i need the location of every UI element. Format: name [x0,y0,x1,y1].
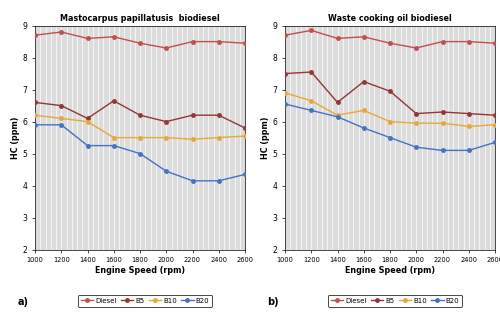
B10 [492,123,498,127]
B5 [242,126,248,130]
B5 [282,72,288,76]
Text: a): a) [18,297,28,308]
B20 [413,145,419,149]
Diesel [308,28,314,32]
B20 [137,152,143,156]
Diesel [111,35,117,39]
Diesel [492,41,498,45]
B20 [32,123,38,127]
B10 [32,113,38,117]
B5 [334,100,340,104]
B5 [84,116,90,120]
Text: b): b) [268,297,279,308]
B20 [111,144,117,148]
Line: B20: B20 [34,123,246,182]
Diesel [387,41,393,45]
B5 [216,113,222,117]
Diesel [440,40,446,44]
Line: B20: B20 [284,102,496,152]
B20 [190,179,196,183]
B5 [58,104,64,108]
Diesel [137,41,143,45]
B10 [190,137,196,141]
B20 [163,169,169,173]
Diesel [32,33,38,37]
B20 [84,144,90,148]
Legend: Diesel, B5, B10, B20: Diesel, B5, B10, B20 [328,295,462,307]
Diesel [84,36,90,40]
Y-axis label: HC (ppm): HC (ppm) [260,116,270,159]
B20 [216,179,222,183]
B20 [387,136,393,140]
B10 [163,136,169,140]
Diesel [216,40,222,44]
Diesel [282,33,288,37]
Line: B10: B10 [34,114,246,141]
Line: B10: B10 [284,91,496,128]
X-axis label: Engine Speed (rpm): Engine Speed (rpm) [345,266,435,275]
B20 [242,172,248,176]
B10 [413,121,419,125]
B20 [334,115,340,119]
Line: Diesel: Diesel [34,30,246,50]
B10 [361,108,367,112]
B5 [413,112,419,116]
B20 [282,102,288,106]
Line: B5: B5 [34,99,246,130]
X-axis label: Engine Speed (rpm): Engine Speed (rpm) [95,266,185,275]
B5 [308,70,314,74]
Diesel [242,41,248,45]
B10 [216,136,222,140]
Diesel [190,40,196,44]
B20 [361,126,367,130]
B5 [440,110,446,114]
B5 [111,99,117,103]
B10 [440,121,446,125]
B10 [242,134,248,138]
B5 [387,89,393,93]
B5 [361,80,367,84]
B10 [308,99,314,103]
Diesel [334,36,340,40]
B10 [466,124,472,128]
B5 [466,112,472,116]
Title: Waste cooking oil biodiesel: Waste cooking oil biodiesel [328,14,452,23]
B5 [492,113,498,117]
B10 [334,113,340,117]
B10 [282,91,288,95]
Legend: Diesel, B5, B10, B20: Diesel, B5, B10, B20 [78,295,212,307]
B5 [163,120,169,124]
Title: Mastocarpus papillatusis  biodiesel: Mastocarpus papillatusis biodiesel [60,14,220,23]
Diesel [163,46,169,50]
Line: B5: B5 [284,70,496,117]
Line: Diesel: Diesel [284,29,496,50]
Diesel [58,30,64,34]
B10 [84,120,90,124]
B10 [137,136,143,140]
B10 [111,136,117,140]
B10 [58,116,64,120]
B5 [32,100,38,104]
B20 [440,148,446,152]
Y-axis label: HC (ppm): HC (ppm) [10,116,20,159]
B20 [308,108,314,112]
B10 [387,120,393,124]
B20 [58,123,64,127]
B5 [190,113,196,117]
Diesel [361,35,367,39]
B20 [466,148,472,152]
B5 [137,113,143,117]
B20 [492,140,498,144]
Diesel [466,40,472,44]
Diesel [413,46,419,50]
